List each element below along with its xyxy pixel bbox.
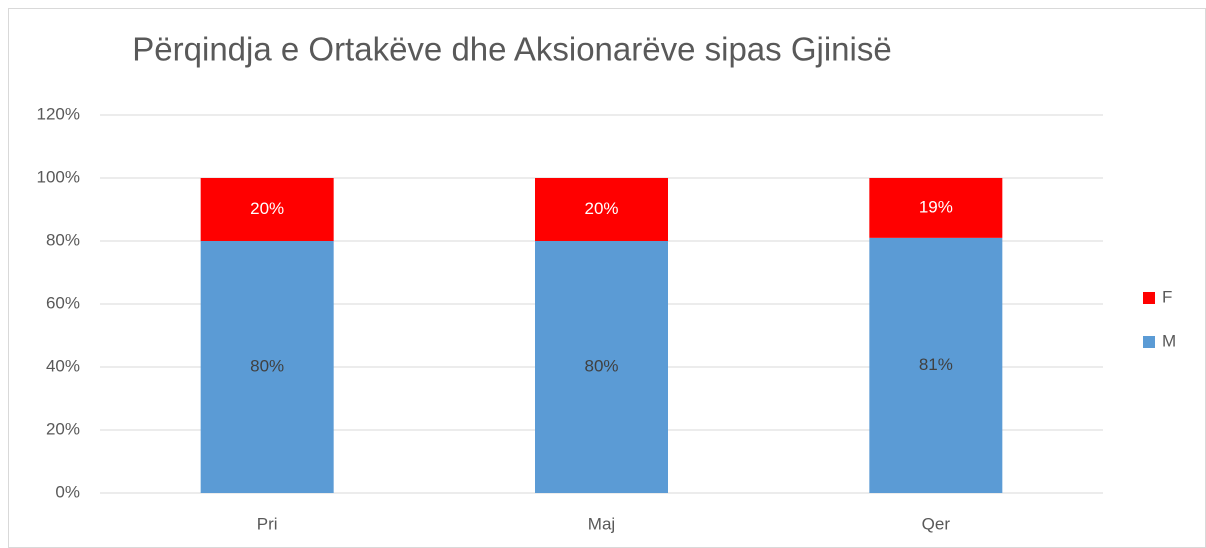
x-tick-label: Maj	[588, 514, 615, 533]
bar-segment	[535, 241, 668, 493]
y-tick-label: 60%	[46, 293, 80, 312]
x-tick-label: Qer	[922, 514, 951, 533]
data-label: 81%	[919, 355, 953, 374]
legend-swatch	[1143, 336, 1155, 348]
legend-label: F	[1162, 287, 1172, 306]
data-label: 80%	[584, 356, 618, 375]
data-label: 20%	[250, 199, 284, 218]
bar-segment	[535, 178, 668, 241]
bar-segment	[869, 178, 1003, 238]
y-tick-label: 0%	[55, 482, 80, 501]
bar-segment	[200, 178, 334, 241]
y-tick-label: 40%	[46, 356, 80, 375]
chart-title: Përqindja e Ortakëve dhe Aksionarëve sip…	[132, 31, 891, 68]
data-label: 19%	[919, 197, 953, 216]
y-tick-label: 80%	[46, 230, 80, 249]
y-tick-label: 120%	[37, 104, 80, 123]
y-tick-label: 20%	[46, 419, 80, 438]
data-label: 80%	[250, 356, 284, 375]
x-tick-label: Pri	[257, 514, 278, 533]
legend-swatch	[1143, 292, 1155, 304]
legend-label: M	[1162, 331, 1176, 350]
bar-segment	[200, 241, 334, 493]
bar-segment	[869, 237, 1003, 493]
data-label: 20%	[584, 199, 618, 218]
y-tick-label: 100%	[37, 167, 80, 186]
